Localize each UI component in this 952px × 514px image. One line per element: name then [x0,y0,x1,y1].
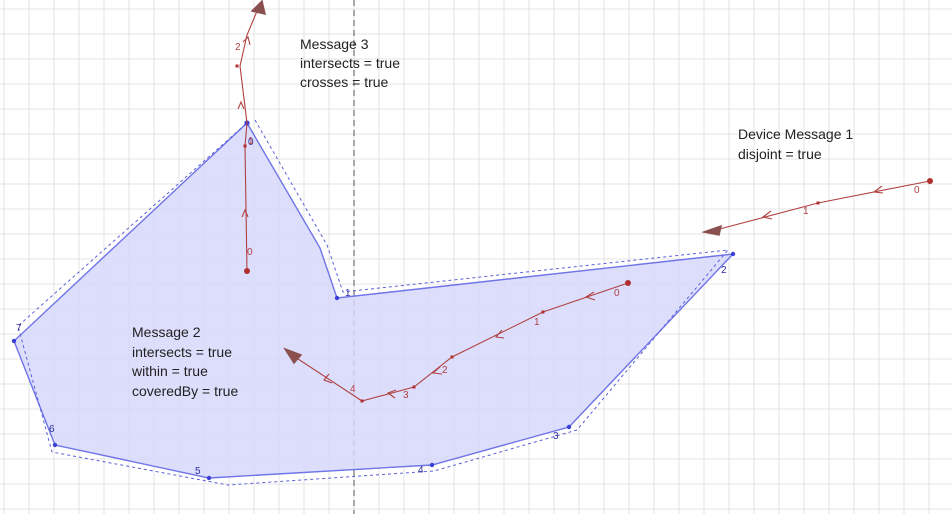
message3-point-label: 0 [247,247,253,258]
message2-point-label: 0 [614,288,620,299]
device1-caption: Device Message 1 disjoint = true [738,126,853,162]
device1-point-label: 0 [914,185,920,196]
message3-title: Message 3 [300,36,369,52]
message2-caption: Message 2 intersects = true within = tru… [131,324,238,399]
zone-polygon-shape [13,121,735,479]
zone-vertex [334,295,340,301]
message2-direction-chevron [494,329,505,339]
device1-arrow-head [701,224,723,236]
message2-intersects: intersects = true [132,344,232,360]
message2-waypoint [360,399,364,403]
zone-vertex [206,475,212,481]
message3-direction-chevron [237,100,245,110]
message3-start-point [244,268,250,274]
zone-vertex-label: 7 [16,323,22,334]
message3-waypoint [243,144,247,148]
message2-point-label: 3 [403,390,409,401]
device1-start-point [927,178,933,184]
message3-path-line [239,3,261,272]
message2-path-line [288,282,629,402]
message2-within: within = true [131,363,208,379]
zone-vertex-label: 3 [553,431,559,442]
message2-waypoint [541,310,545,314]
message2-coveredby: coveredBy = true [132,383,238,399]
device1-title: Device Message 1 [738,126,853,142]
message2-point-label: 1 [534,317,540,328]
zone-vertex-label: 0 [248,137,254,148]
message3-crosses: crosses = true [300,74,389,90]
device1-point-label: 1 [803,206,809,217]
zone-vertex-label: 5 [195,466,201,477]
zone-vertex-label: 2 [721,265,727,276]
message2-point-label: 4 [350,384,356,395]
message3-caption: Message 3 intersects = true crosses = tr… [300,36,400,90]
message3-direction-chevron [241,208,249,218]
zone-outline-dashed [17,119,730,486]
device1-disjoint: disjoint = true [738,146,822,162]
message2-path [288,282,629,402]
message2-direction-chevron [584,291,596,301]
message2-arrow-head [283,347,303,365]
message3-direction-chevron [242,35,251,46]
zone-vertex [52,442,58,448]
zone-vertex-label: 6 [49,424,55,435]
zone-vertex [11,338,17,344]
message3-point-label: 1 [248,136,254,147]
message2-waypoint [450,355,454,359]
device1-direction-chevron [872,185,884,194]
zone-vertex [566,424,572,430]
message3-intersects: intersects = true [300,55,400,71]
device1-waypoint [816,201,820,205]
message2-title: Message 2 [132,324,201,340]
zone-vertex-label: 1 [345,288,351,299]
message2-direction-chevron [386,389,397,399]
message2-point-label: 2 [442,365,448,376]
message3-path [237,3,261,272]
message3-waypoint [235,64,239,68]
message3-point-label: 2 [235,42,241,53]
zone-polygon: 0 1 2 3 4 5 6 7 [11,119,736,486]
zone-vertex-labels: 0 1 2 3 4 5 6 7 [16,137,727,477]
message3-arrow-head [250,0,267,16]
message2-direction-chevron [431,366,443,375]
zone-vertex-label: 4 [418,465,424,476]
message2-waypoint [412,385,416,389]
message2-direction-chevron [323,373,333,384]
device1-direction-chevron [761,210,773,220]
message2-start-point [625,280,631,286]
zone-vertex [730,251,736,257]
zone-vertex [429,462,435,468]
zone-vertices [11,120,736,481]
